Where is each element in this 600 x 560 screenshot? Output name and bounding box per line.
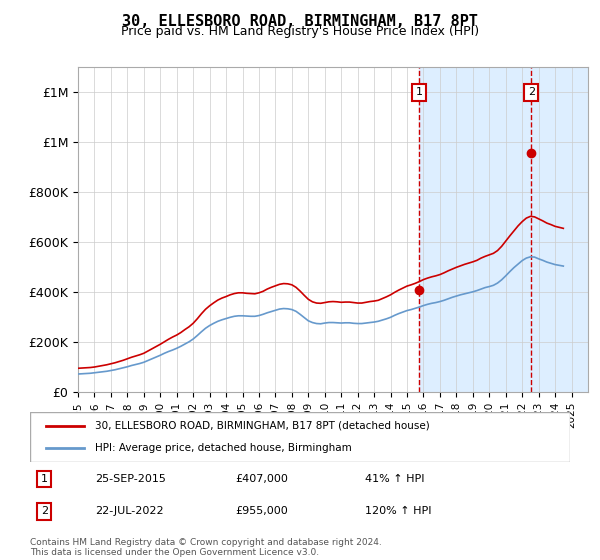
Text: 2: 2	[527, 87, 535, 97]
Text: 41% ↑ HPI: 41% ↑ HPI	[365, 474, 424, 484]
Bar	[419, 67, 588, 392]
Text: 120% ↑ HPI: 120% ↑ HPI	[365, 506, 431, 516]
Text: 1: 1	[416, 87, 422, 97]
Text: Contains HM Land Registry data © Crown copyright and database right 2024.
This d: Contains HM Land Registry data © Crown c…	[30, 538, 382, 557]
Text: 22-JUL-2022: 22-JUL-2022	[95, 506, 163, 516]
Text: Price paid vs. HM Land Registry's House Price Index (HPI): Price paid vs. HM Land Registry's House …	[121, 25, 479, 38]
Text: 25-SEP-2015: 25-SEP-2015	[95, 474, 166, 484]
Text: £407,000: £407,000	[235, 474, 288, 484]
Text: 30, ELLESBORO ROAD, BIRMINGHAM, B17 8PT: 30, ELLESBORO ROAD, BIRMINGHAM, B17 8PT	[122, 14, 478, 29]
Text: 2: 2	[41, 506, 48, 516]
Text: HPI: Average price, detached house, Birmingham: HPI: Average price, detached house, Birm…	[95, 443, 352, 453]
Text: 30, ELLESBORO ROAD, BIRMINGHAM, B17 8PT (detached house): 30, ELLESBORO ROAD, BIRMINGHAM, B17 8PT …	[95, 421, 430, 431]
FancyBboxPatch shape	[30, 412, 570, 462]
Text: £955,000: £955,000	[235, 506, 288, 516]
Text: 1: 1	[41, 474, 48, 484]
